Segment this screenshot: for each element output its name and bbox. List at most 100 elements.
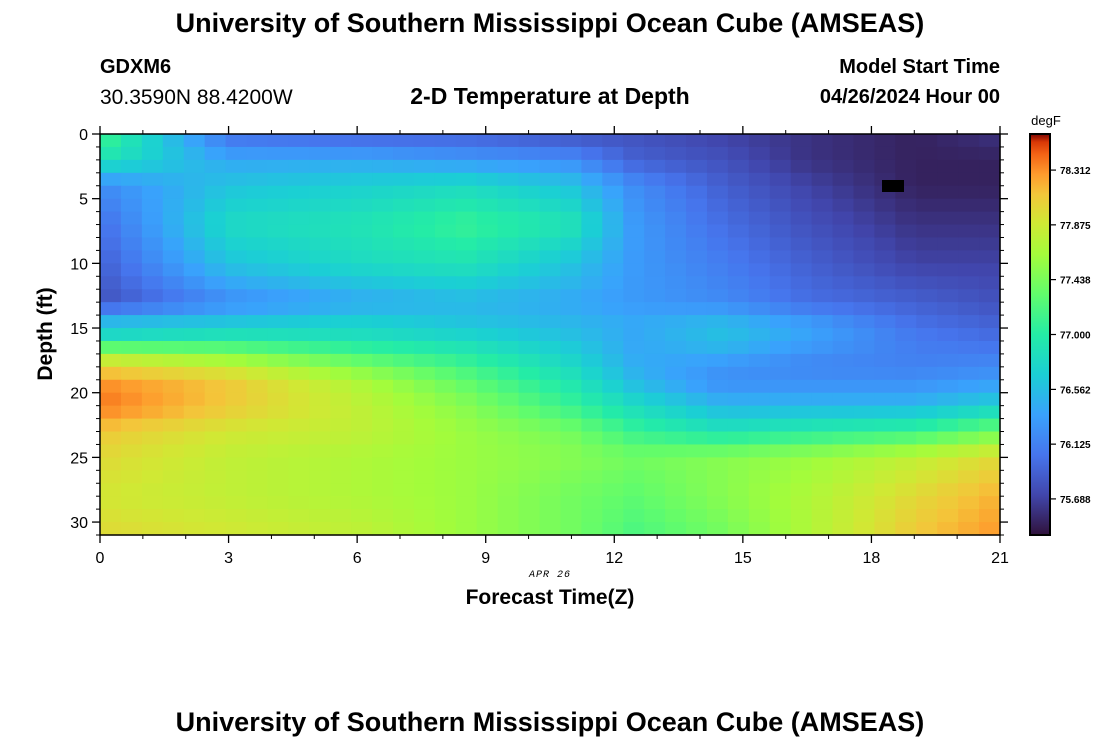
heatmap-cell — [581, 302, 603, 316]
heatmap-cell — [644, 509, 666, 523]
heatmap-cell — [811, 379, 834, 394]
heatmap-cell — [769, 146, 792, 161]
heatmap-cell — [225, 340, 248, 355]
heatmap-cell — [330, 444, 352, 458]
heatmap-cell — [309, 392, 331, 407]
heatmap-cell — [581, 496, 603, 510]
heatmap-cell — [141, 146, 164, 161]
heatmap-cell — [853, 302, 876, 316]
heatmap-cell — [309, 470, 331, 484]
heatmap-cell — [351, 159, 373, 174]
heatmap-cell — [372, 522, 394, 536]
heatmap-cell — [351, 405, 373, 420]
heatmap-cell — [727, 379, 750, 394]
heatmap-cell — [895, 366, 917, 381]
heatmap-cell — [958, 431, 980, 446]
heatmap-cell — [393, 237, 415, 252]
heatmap-cell — [518, 405, 541, 420]
heatmap-cell — [937, 328, 959, 342]
heatmap-cell — [162, 418, 185, 433]
heatmap-cell — [602, 302, 624, 316]
heatmap-cell — [790, 418, 813, 433]
heatmap-cell — [162, 483, 185, 497]
heatmap-cell — [288, 496, 310, 510]
heatmap-cell — [979, 237, 1001, 252]
heatmap-cell — [748, 159, 771, 174]
heatmap-cell — [958, 483, 980, 497]
heatmap-cell — [330, 353, 352, 368]
colorbar-tick-label: 75.688 — [1060, 495, 1091, 506]
heatmap-cell — [832, 237, 855, 252]
heatmap-cell — [811, 289, 834, 303]
heatmap-cell — [623, 392, 645, 407]
heatmap-cell — [476, 250, 499, 264]
heatmap-cell — [100, 444, 122, 458]
heatmap-cell — [748, 483, 771, 497]
heatmap-cell — [288, 444, 310, 458]
heatmap-cell — [330, 224, 352, 239]
heatmap-cell — [288, 457, 310, 471]
heatmap-cell — [518, 470, 541, 484]
heatmap-cell — [267, 172, 289, 187]
heatmap-cell — [727, 470, 750, 484]
heatmap-cell — [351, 444, 373, 458]
heatmap-cell — [581, 198, 603, 213]
heatmap-cell — [476, 211, 499, 226]
heatmap-cell — [162, 289, 185, 303]
heatmap-cell — [706, 250, 729, 264]
heatmap-cell — [288, 509, 310, 523]
heatmap-cell — [706, 134, 729, 148]
heatmap-cell — [372, 134, 394, 148]
heatmap-cell — [644, 457, 666, 471]
heatmap-cell — [958, 444, 980, 458]
heatmap-cell — [330, 496, 352, 510]
heatmap-cell — [351, 522, 373, 536]
heatmap-cell — [581, 328, 603, 342]
heatmap-cell — [434, 470, 457, 484]
heatmap-cell — [769, 172, 792, 187]
heatmap-cell — [706, 496, 729, 510]
heatmap-cell — [686, 302, 708, 316]
heatmap-cell — [895, 496, 917, 510]
heatmap-cell — [434, 418, 457, 433]
colorbar-tick-label: 76.562 — [1060, 385, 1091, 396]
heatmap-cell — [455, 289, 478, 303]
heatmap-cell — [267, 418, 289, 433]
heatmap-cell — [309, 224, 331, 239]
heatmap-cell — [267, 353, 289, 368]
heatmap-cell — [790, 392, 813, 407]
heatmap-cell — [162, 340, 185, 355]
heatmap-cell — [832, 315, 855, 329]
heatmap-cell — [246, 263, 269, 277]
heatmap-cell — [120, 405, 143, 420]
heatmap-cell — [706, 405, 729, 420]
heatmap-cell — [602, 470, 624, 484]
heatmap-cell — [288, 353, 310, 368]
heatmap-cell — [769, 237, 792, 252]
heatmap-cell — [769, 302, 792, 316]
heatmap-cell — [288, 250, 310, 264]
heatmap-cell — [979, 172, 1001, 187]
heatmap-cell — [413, 250, 436, 264]
heatmap-cell — [309, 405, 331, 420]
heatmap-cell — [539, 172, 562, 187]
heatmap-cell — [497, 418, 520, 433]
heatmap-cell — [895, 198, 917, 213]
heatmap-cell — [183, 263, 206, 277]
heatmap-cell — [476, 172, 499, 187]
heatmap-cell — [937, 366, 959, 381]
heatmap-cell — [623, 470, 645, 484]
heatmap-cell — [581, 172, 603, 187]
heatmap-cell — [434, 172, 457, 187]
heatmap-cell — [372, 315, 394, 329]
heatmap-cell — [204, 522, 227, 536]
heatmap-cell — [288, 483, 310, 497]
heatmap-cell — [623, 509, 645, 523]
heatmap-cell — [979, 418, 1001, 433]
heatmap-cell — [100, 522, 122, 536]
heatmap-cell — [853, 328, 876, 342]
heatmap-cell — [581, 392, 603, 407]
heatmap-cell — [916, 263, 938, 277]
heatmap-cell — [476, 237, 499, 252]
heatmap-cell — [623, 522, 645, 536]
